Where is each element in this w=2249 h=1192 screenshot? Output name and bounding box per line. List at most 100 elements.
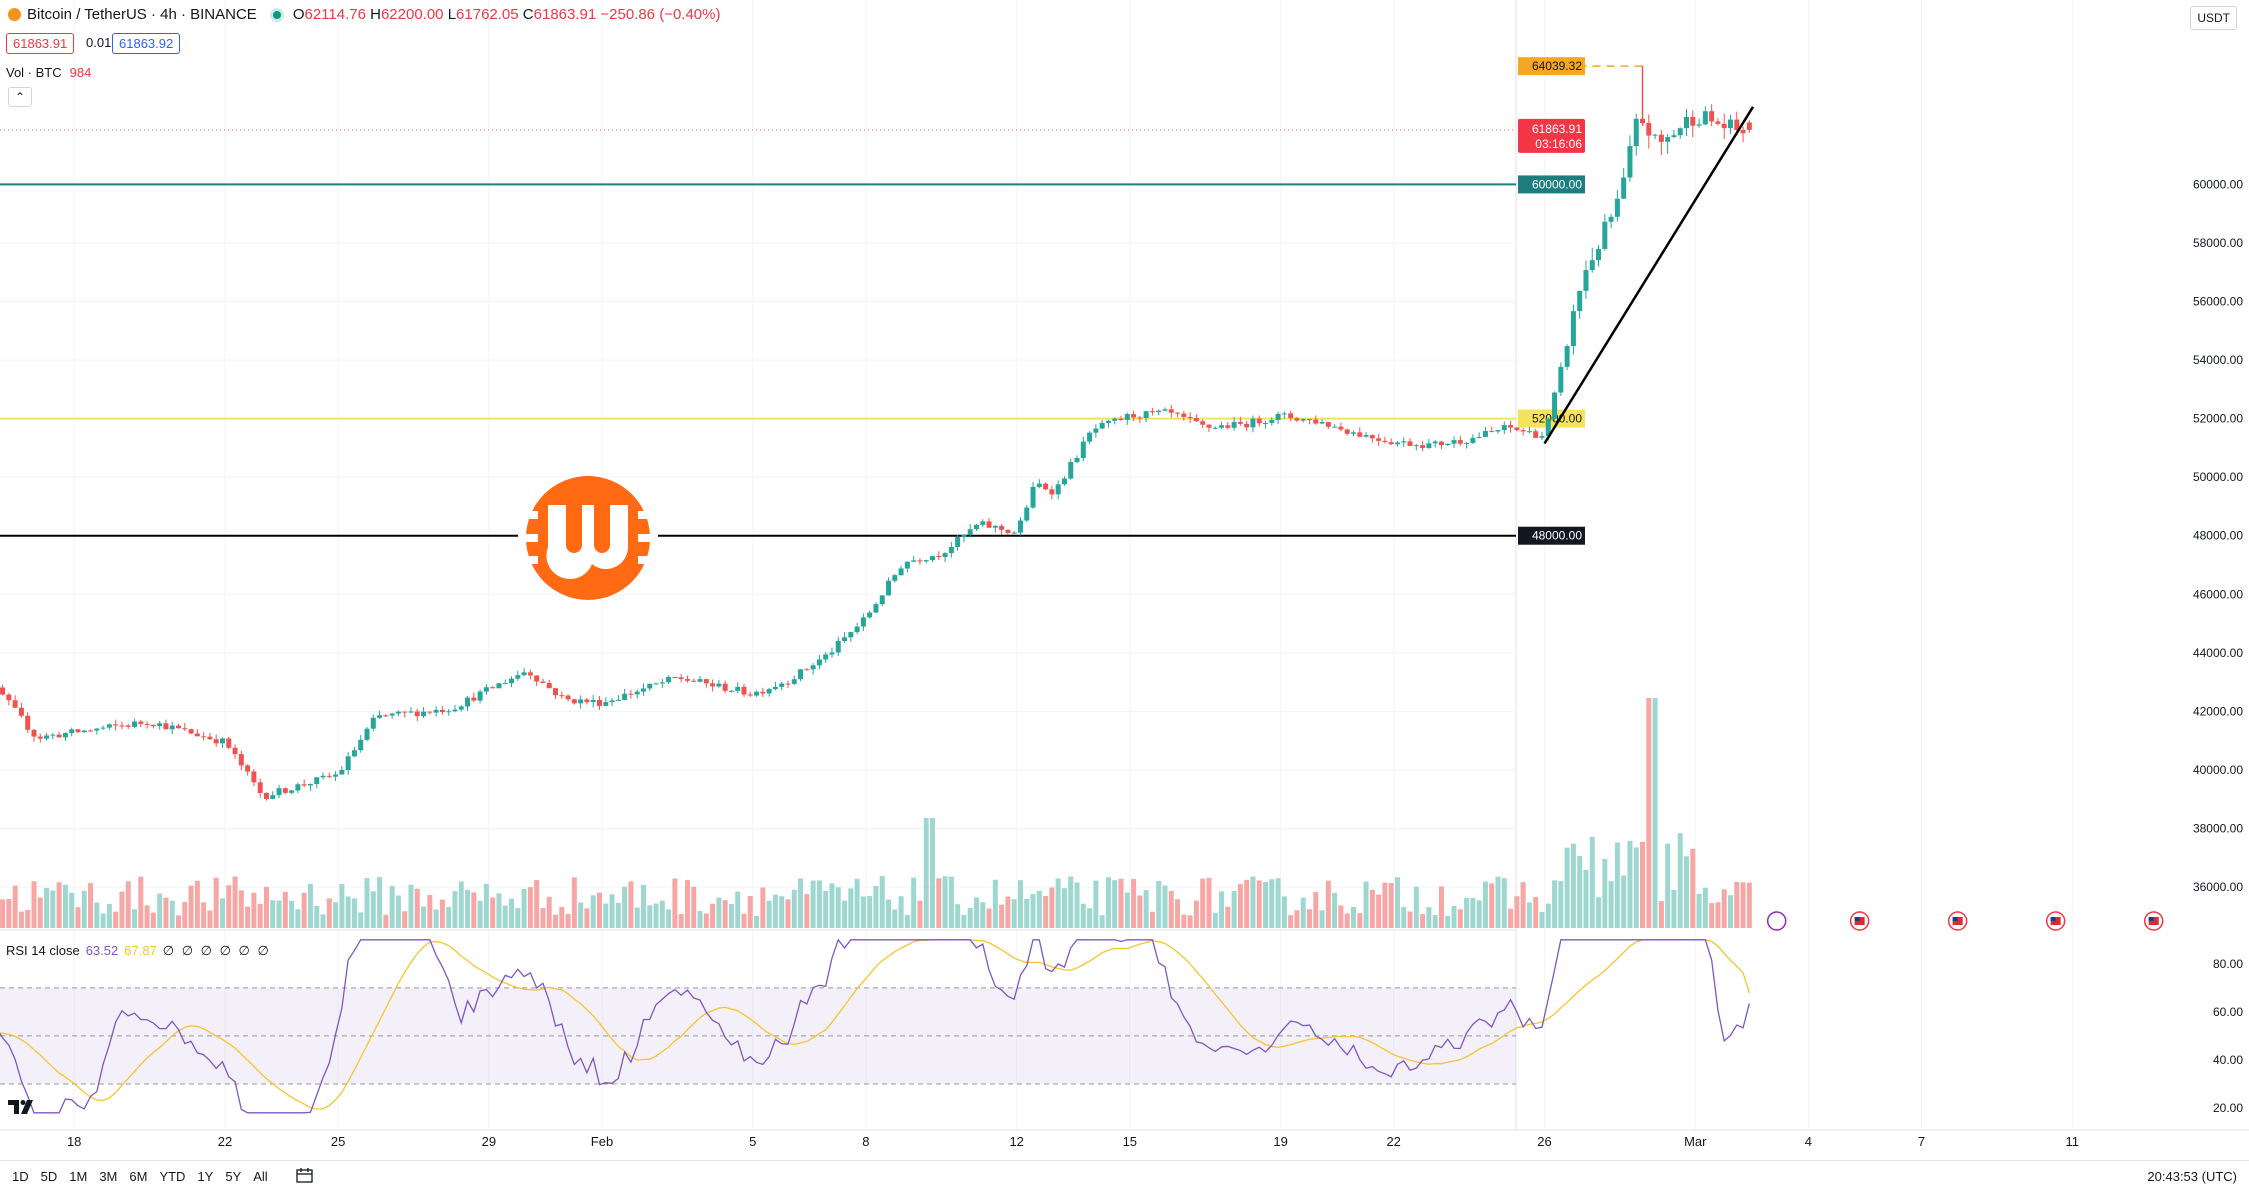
candle-body [477,691,483,701]
collapse-legend-button[interactable]: ⌃ [8,87,32,107]
candle-body [1709,111,1715,122]
volume-bar [1162,885,1168,928]
candle-body [370,717,376,729]
volume-bar [779,896,785,928]
volume-bar [1709,903,1715,928]
candle-body [760,691,766,694]
volume-bar [672,878,678,928]
bottom-toolbar: 1D 5D 1M 3M 6M YTD 1Y 5Y All 20:43:53 (U… [0,1160,2249,1192]
candle-body [999,525,1005,530]
range-ytd-button[interactable]: YTD [159,1169,186,1184]
candle-body [553,688,559,696]
high-label: H [370,6,381,23]
chart-svg[interactable]: 60000.00 58000.00 56000.00 54000.00 52000.00… [0,0,2249,1160]
candle-body [666,677,672,683]
candle-body [1671,135,1677,138]
volume-bar [1369,889,1375,928]
candle-body [1721,123,1727,129]
volume-bar [31,881,37,928]
volume-bar [854,878,860,928]
candle-body [377,715,383,718]
volume-bar [615,902,621,928]
flag-canton [1952,917,1958,921]
range-6m-button[interactable]: 6M [129,1169,148,1184]
candle-body [584,699,590,703]
volume-bar [961,914,967,928]
volume-bar [251,892,257,928]
candle-body [1702,111,1708,125]
candle-body [307,784,313,786]
volume-bar [1288,915,1294,928]
range-all-button[interactable]: All [253,1169,268,1184]
sell-price-button[interactable]: 61863.91 [6,33,75,54]
candle-body [1332,426,1338,428]
candle-body [1583,270,1589,291]
candle-body [1244,423,1250,428]
candle-body [728,690,734,692]
volume-bar [1131,879,1137,928]
volume-bar [967,907,973,928]
candle-body [1464,442,1470,444]
price-tick-label: 54000.00 [2193,353,2243,367]
candle-body [6,694,12,701]
candle-body [515,675,521,679]
candle-body [1602,221,1608,249]
candle-body [1118,418,1124,420]
candle-body [848,632,854,638]
volume-bar [829,883,835,928]
volume-bar [842,900,848,928]
volume-bar [1727,895,1733,928]
price-tick-label: 60000.00 [2193,177,2243,191]
volume-bar [1702,887,1708,928]
candle-body [1646,123,1652,136]
candle-body [647,683,653,689]
candle-body [1420,445,1426,449]
volume-bar [1281,896,1287,928]
volume-bar [1489,883,1495,928]
candle-body [1388,442,1394,445]
candle-body [904,561,910,569]
candle-body [911,560,917,562]
range-1d-button[interactable]: 1D [12,1169,29,1184]
spread-value: 0.01 [86,35,112,50]
range-5y-button[interactable]: 5Y [225,1169,242,1184]
candle-body [936,556,942,558]
candle-body [1470,437,1476,443]
candle-body [232,747,238,755]
currency-selector[interactable]: USDT [2190,6,2237,30]
level-label: 60000.00 [1532,177,1582,191]
range-5d-button[interactable]: 5D [40,1169,58,1184]
volume-bar [502,905,508,928]
level-label-bg [1518,409,1585,428]
candle-body [804,669,810,671]
volume-legend[interactable]: Vol · BTC 984 [6,65,91,80]
price-tick-label: 56000.00 [2193,295,2243,309]
range-1y-button[interactable]: 1Y [197,1169,214,1184]
candle-body [634,691,640,695]
volume-bar [326,898,332,928]
symbol-legend[interactable]: Bitcoin / TetherUS · 4h · BINANCE O62114… [8,6,720,23]
volume-bar [1319,910,1325,928]
volume-bar [1231,890,1237,928]
candle-body [590,699,596,703]
time-tick-label: Feb [591,1134,613,1149]
volume-bar [1011,899,1017,928]
volume-bar [992,879,998,928]
volume-bar [439,899,445,928]
range-1m-button[interactable]: 1M [69,1169,88,1184]
candle-body [540,681,546,683]
candle-body [345,756,351,771]
calendar-icon[interactable] [296,1167,314,1186]
tradingview-logo[interactable] [8,1098,38,1122]
buy-price-button[interactable]: 61863.92 [112,33,181,54]
volume-bar [879,876,885,928]
clock-display[interactable]: 20:43:53 (UTC) [2147,1169,2237,1184]
volume-bar [383,914,389,928]
volume-bar [772,894,778,928]
range-3m-button[interactable]: 3M [99,1169,118,1184]
candle-body [1621,177,1627,199]
candle-body [1344,429,1350,434]
level-label-bg [1518,175,1585,194]
rsi-legend[interactable]: RSI 14 close 63.52 67.87 ∅ ∅ ∅ ∅ ∅ ∅ [6,943,271,959]
volume-bar [1043,895,1049,928]
